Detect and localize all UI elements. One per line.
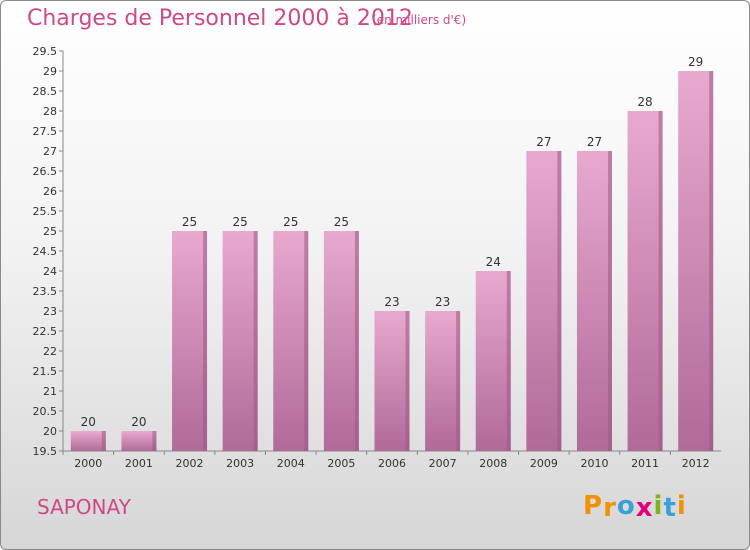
bar-shade-2012 xyxy=(709,71,714,451)
y-tick-label: 26.5 xyxy=(33,165,58,178)
x-tick-label: 2012 xyxy=(682,457,710,470)
bar-2009 xyxy=(526,151,562,451)
chart-title: Charges de Personnel 2000 à 2012 xyxy=(27,6,413,31)
data-label-2004: 25 xyxy=(283,215,298,229)
x-tick-label: 2001 xyxy=(125,457,153,470)
bar-shade-2007 xyxy=(456,311,461,451)
chart-labels: 2000 20 2001 20 2002 25 2003 25 2004 25 2005 25 2006… xyxy=(74,55,709,470)
y-tick-label: 21 xyxy=(43,385,57,398)
bar-2010 xyxy=(576,151,612,451)
bar-shade-2009 xyxy=(557,151,562,451)
data-label-2007: 23 xyxy=(435,295,450,309)
chart-subtitle: (en milliers d'€) xyxy=(372,13,467,27)
bar-2005 xyxy=(323,231,359,451)
y-tick-label: 21.5 xyxy=(33,365,58,378)
bar-2001 xyxy=(121,431,157,451)
x-tick-label: 2005 xyxy=(327,457,355,470)
bar-2008 xyxy=(475,271,511,451)
y-tick-label: 27.5 xyxy=(33,125,58,138)
data-label-2001: 20 xyxy=(131,415,146,429)
data-label-2009: 27 xyxy=(536,135,551,149)
x-tick-label: 2007 xyxy=(429,457,457,470)
bar-2000 xyxy=(70,431,106,451)
y-tick-label: 24.5 xyxy=(33,245,58,258)
y-tick-label: 20 xyxy=(43,425,57,438)
logo-letter: i xyxy=(653,491,664,521)
data-label-2002: 25 xyxy=(182,215,197,229)
bar-shade-2003 xyxy=(253,231,258,451)
data-label-2012: 29 xyxy=(688,55,703,69)
data-label-2006: 23 xyxy=(384,295,399,309)
y-tick-label: 22.5 xyxy=(33,325,58,338)
x-tick-label: 2010 xyxy=(580,457,608,470)
y-tick-label: 27 xyxy=(43,145,57,158)
bar-2007 xyxy=(425,311,461,451)
chart-bars xyxy=(70,71,714,451)
x-tick-label: 2006 xyxy=(378,457,406,470)
x-tick-label: 2000 xyxy=(74,457,102,470)
bar-2003 xyxy=(222,231,258,451)
y-tick-label: 20.5 xyxy=(33,405,58,418)
y-tick-label: 26 xyxy=(43,185,57,198)
data-label-2003: 25 xyxy=(233,215,248,229)
bar-shade-2002 xyxy=(203,231,208,451)
bar-shade-2004 xyxy=(304,231,309,451)
x-tick-label: 2002 xyxy=(176,457,204,470)
chart-axes: 19.5 20 20.5 21 21.5 22 22.5 23 23.5 24 24.5 25 25.5… xyxy=(33,45,721,458)
y-tick-label: 19.5 xyxy=(33,445,58,458)
bar-shade-2008 xyxy=(506,271,511,451)
x-tick-label: 2009 xyxy=(530,457,558,470)
x-tick-label: 2004 xyxy=(277,457,305,470)
bar-2004 xyxy=(273,231,309,451)
town-name: SAPONAY xyxy=(37,495,131,519)
y-tick-label: 29.5 xyxy=(33,45,58,58)
logo-letter: P xyxy=(583,491,604,521)
y-tick-label: 23 xyxy=(43,305,57,318)
data-label-2000: 20 xyxy=(81,415,96,429)
bar-2012 xyxy=(678,71,714,451)
y-tick-label: 25.5 xyxy=(33,205,58,218)
bar-shade-2000 xyxy=(101,431,106,451)
logo-letter: i xyxy=(676,491,687,521)
bar-shade-2001 xyxy=(152,431,157,451)
y-tick-label: 23.5 xyxy=(33,285,58,298)
data-label-2010: 27 xyxy=(587,135,602,149)
bar-2002 xyxy=(172,231,208,451)
bar-shade-2011 xyxy=(658,111,663,451)
logo-letter: r xyxy=(603,493,617,523)
y-tick-label: 28 xyxy=(43,105,57,118)
x-tick-label: 2008 xyxy=(479,457,507,470)
logo-letter: t xyxy=(663,493,677,523)
logo-letter: x xyxy=(635,493,654,523)
bar-2006 xyxy=(374,311,410,451)
bar-shade-2005 xyxy=(354,231,359,451)
y-tick-label: 25 xyxy=(43,225,57,238)
x-tick-label: 2003 xyxy=(226,457,254,470)
y-tick-label: 24 xyxy=(43,265,57,278)
x-tick-label: 2011 xyxy=(631,457,659,470)
bar-shade-2010 xyxy=(607,151,612,451)
bar-shade-2006 xyxy=(405,311,410,451)
data-label-2011: 28 xyxy=(637,95,652,109)
data-label-2005: 25 xyxy=(334,215,349,229)
y-tick-label: 28.5 xyxy=(33,85,58,98)
y-tick-label: 22 xyxy=(43,345,57,358)
y-tick-label: 29 xyxy=(43,65,57,78)
bar-2011 xyxy=(627,111,663,451)
proxiti-logo: Proxiti xyxy=(583,491,687,523)
logo-letter: o xyxy=(616,491,636,521)
data-label-2008: 24 xyxy=(486,255,501,269)
